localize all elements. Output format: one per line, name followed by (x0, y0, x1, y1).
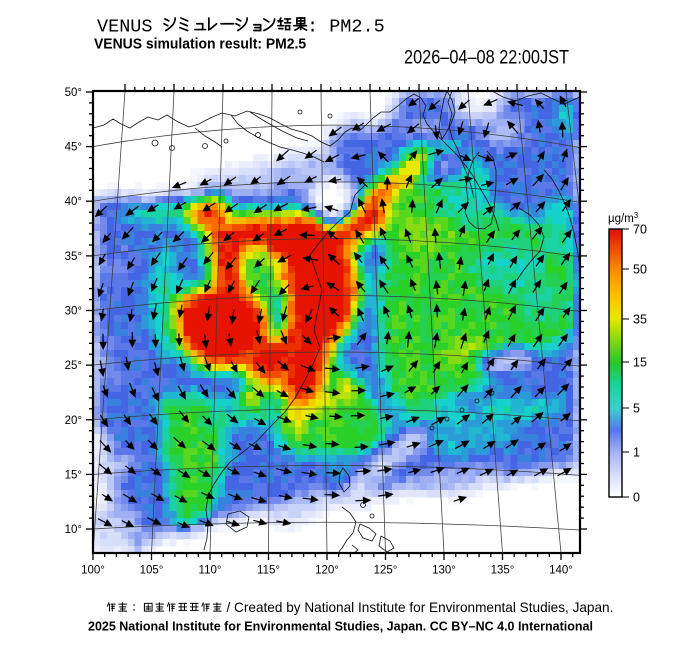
svg-text:130°: 130° (432, 565, 456, 577)
svg-text:20°: 20° (65, 415, 82, 427)
svg-text:VENUS simulation result: PM2.5: VENUS simulation result: PM2.5 (94, 36, 306, 53)
svg-text:50: 50 (633, 263, 647, 277)
svg-text:2025 National Institute for En: 2025 National Institute for Environmenta… (88, 620, 593, 634)
svg-text:70: 70 (633, 223, 647, 237)
svg-text:15°: 15° (65, 469, 82, 481)
svg-text:10°: 10° (65, 524, 82, 536)
svg-text:VENUS: VENUS (97, 17, 153, 38)
svg-text:105°: 105° (140, 565, 164, 577)
svg-text:50°: 50° (65, 87, 82, 99)
svg-text:115°: 115° (257, 565, 280, 577)
svg-text:15: 15 (633, 356, 647, 370)
svg-text:0: 0 (633, 491, 640, 505)
svg-text:110°: 110° (199, 565, 222, 577)
svg-text:140°: 140° (549, 565, 573, 577)
svg-text:135°: 135° (491, 565, 515, 577)
svg-text:25°: 25° (65, 360, 82, 372)
svg-text:5: 5 (633, 402, 640, 416)
svg-text:100°: 100° (81, 565, 105, 577)
svg-text:1: 1 (633, 446, 640, 460)
svg-text:/ Created by National Institut: / Created by National Institute for Envi… (227, 600, 614, 615)
svg-text:40°: 40° (65, 196, 82, 208)
svg-text:45°: 45° (65, 142, 82, 154)
svg-text:2026–04–08 22:00JST: 2026–04–08 22:00JST (404, 46, 569, 68)
svg-text:35°: 35° (65, 251, 82, 263)
svg-text:125°: 125° (374, 565, 398, 577)
svg-text:35: 35 (633, 313, 647, 327)
svg-text:30°: 30° (65, 306, 82, 318)
svg-text:120°: 120° (315, 565, 339, 577)
svg-text:: PM2.5: : PM2.5 (307, 17, 385, 38)
